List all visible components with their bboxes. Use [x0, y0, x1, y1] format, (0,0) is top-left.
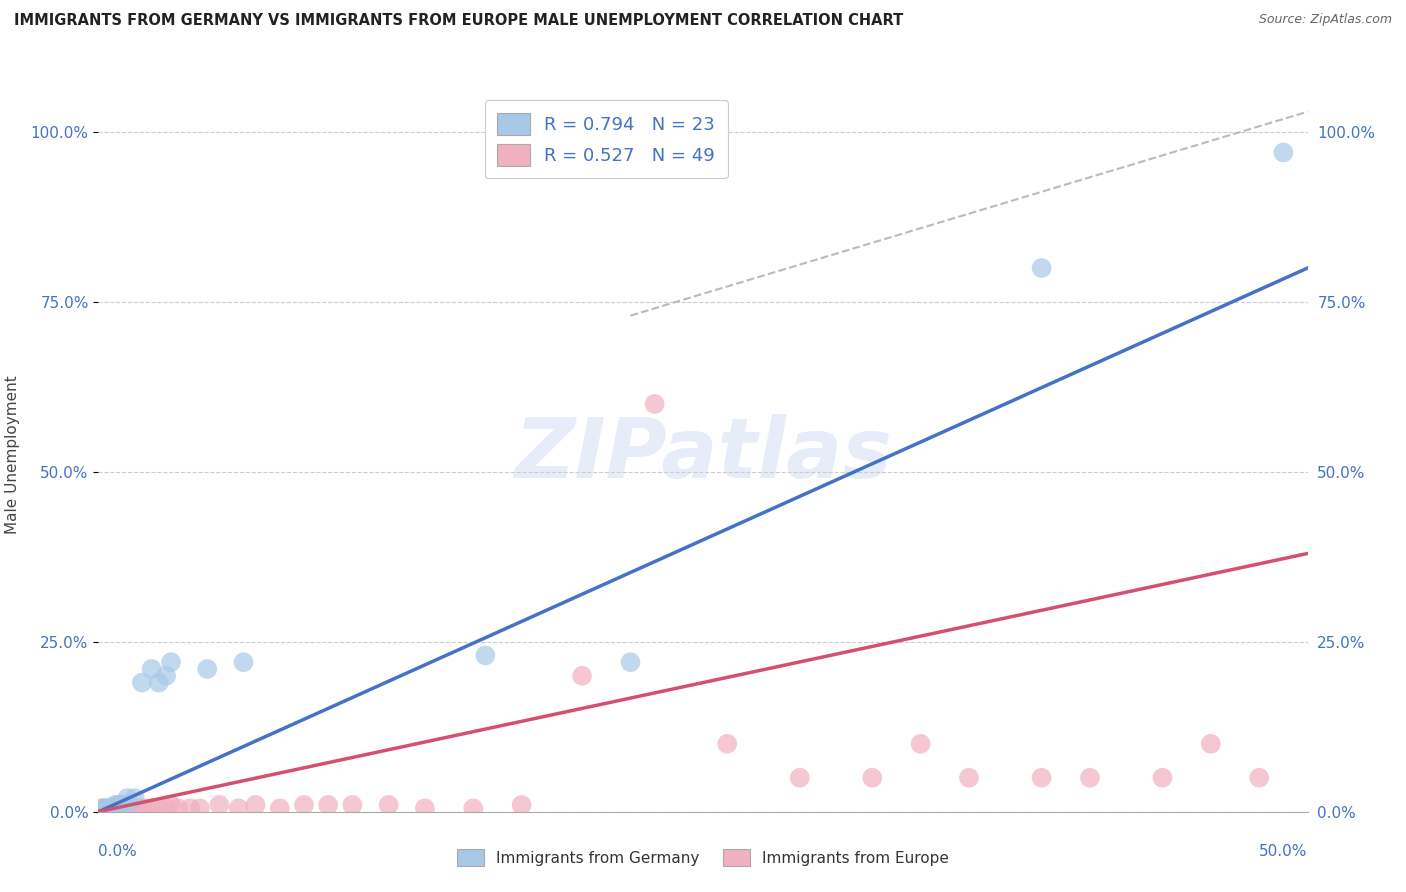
Point [245, 797, 267, 812]
Point [269, 801, 291, 815]
Point [117, 801, 139, 815]
Point [155, 801, 177, 815]
Point [100, 801, 122, 815]
Point [510, 797, 533, 812]
Point [141, 801, 163, 815]
Point [97, 801, 120, 815]
Text: ZIPatlas: ZIPatlas [515, 415, 891, 495]
Point [160, 797, 183, 812]
Point [90, 801, 112, 815]
Point [94, 801, 117, 815]
Point [188, 801, 211, 815]
Point [104, 797, 127, 812]
Legend: Immigrants from Germany, Immigrants from Europe: Immigrants from Germany, Immigrants from… [450, 843, 956, 871]
Point [413, 801, 436, 815]
Point [135, 801, 157, 815]
Point [101, 801, 124, 815]
Point [107, 797, 129, 812]
Point [128, 801, 150, 815]
Point [111, 797, 134, 812]
Point [117, 791, 139, 805]
Point [148, 801, 170, 815]
Point [127, 801, 149, 815]
Point [1199, 737, 1222, 751]
Point [155, 669, 177, 683]
Text: Source: ZipAtlas.com: Source: ZipAtlas.com [1258, 13, 1392, 27]
Text: IMMIGRANTS FROM GERMANY VS IMMIGRANTS FROM EUROPE MALE UNEMPLOYMENT CORRELATION : IMMIGRANTS FROM GERMANY VS IMMIGRANTS FR… [14, 13, 903, 29]
Text: 0.0%: 0.0% [98, 844, 138, 859]
Point [111, 801, 134, 815]
Point [94, 801, 117, 815]
Point [1249, 771, 1271, 785]
Point [789, 771, 811, 785]
Point [342, 797, 364, 812]
Point [114, 801, 136, 815]
Point [131, 801, 153, 815]
Point [148, 675, 170, 690]
Point [1078, 771, 1101, 785]
Point [1272, 145, 1295, 160]
Point [179, 801, 201, 815]
Point [91, 801, 114, 815]
Point [131, 675, 153, 690]
Point [108, 797, 131, 812]
Point [104, 801, 127, 815]
Point [316, 797, 339, 812]
Point [228, 801, 250, 815]
Point [114, 797, 136, 812]
Point [957, 771, 980, 785]
Point [716, 737, 738, 751]
Point [97, 801, 120, 815]
Point [108, 801, 131, 815]
Point [124, 791, 146, 805]
Point [377, 797, 399, 812]
Point [571, 669, 593, 683]
Point [619, 655, 641, 669]
Point [167, 801, 190, 815]
Y-axis label: Male Unemployment: Male Unemployment [4, 376, 20, 534]
Point [100, 801, 122, 815]
Text: 50.0%: 50.0% [1260, 844, 1308, 859]
Point [1152, 771, 1174, 785]
Point [91, 801, 114, 815]
Point [141, 662, 163, 676]
Point [1031, 260, 1053, 275]
Point [101, 801, 124, 815]
Point [644, 397, 666, 411]
Point [232, 655, 254, 669]
Point [463, 801, 485, 815]
Point [121, 801, 143, 815]
Point [292, 797, 315, 812]
Point [107, 801, 129, 815]
Point [910, 737, 932, 751]
Point [160, 655, 183, 669]
Point [124, 801, 146, 815]
Point [1031, 771, 1053, 785]
Point [195, 662, 218, 676]
Point [474, 648, 496, 663]
Point [208, 797, 231, 812]
Point [860, 771, 883, 785]
Point [118, 801, 141, 815]
